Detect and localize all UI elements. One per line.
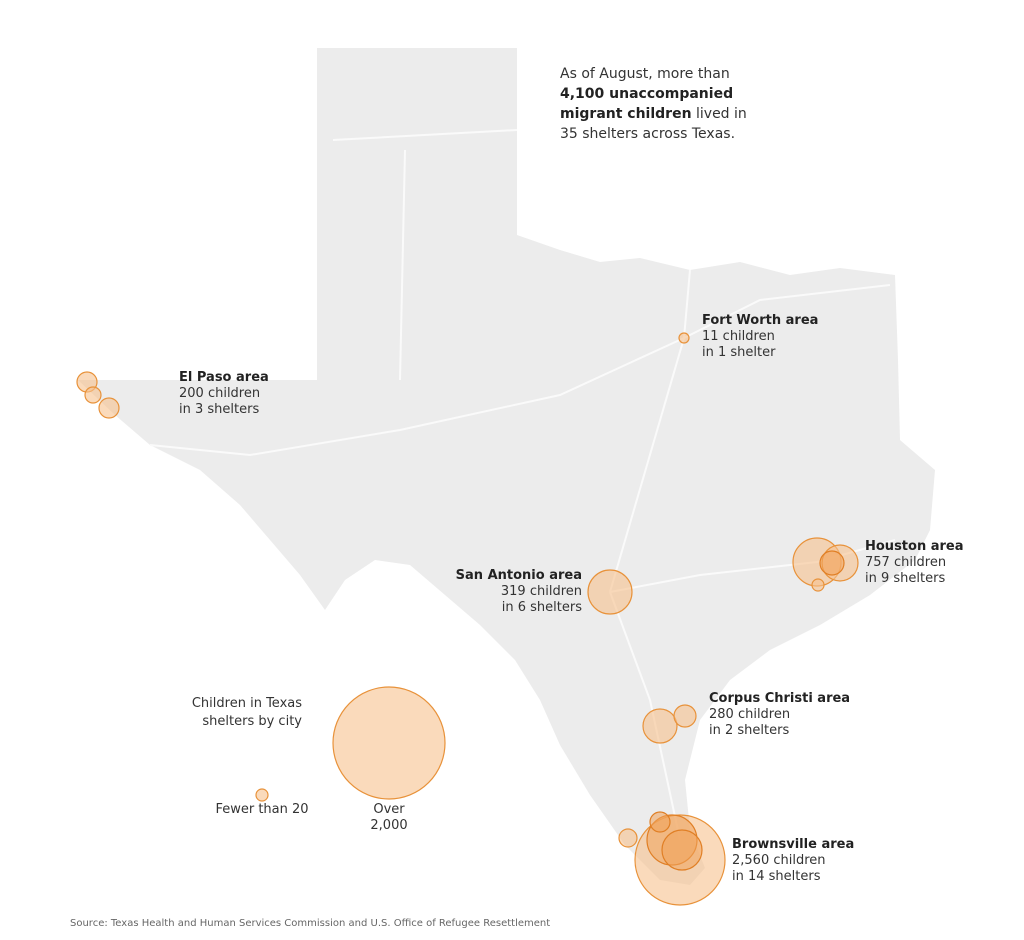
area-children: 2,560 children	[732, 853, 826, 868]
road	[149, 284, 891, 457]
area-label: El Paso area 200 children in 3 shelters	[179, 370, 269, 418]
bubble	[678, 332, 690, 344]
intro-bold: 4,100 unaccompanied migrant children	[560, 86, 734, 122]
road	[609, 591, 681, 841]
bubble	[587, 569, 633, 615]
area-name: El Paso area	[179, 370, 269, 385]
bubble	[98, 397, 120, 419]
area-shelters: in 9 shelters	[865, 571, 946, 586]
area-children: 757 children	[865, 555, 947, 570]
road	[609, 539, 896, 593]
area-name: Fort Worth area	[702, 313, 819, 328]
bubble	[642, 708, 678, 744]
intro: As of August, more than 4,100 unaccompan…	[560, 64, 760, 144]
bubble	[649, 811, 671, 833]
area-name: Brownsville area	[732, 837, 855, 852]
bubble	[819, 550, 845, 576]
area-name: San Antonio area	[455, 568, 582, 583]
area-label: Brownsville area 2,560 children in 14 shel…	[732, 837, 854, 885]
area-name: Corpus Christi area	[709, 691, 851, 706]
area-label: Fort Worth area 11 children in 1 shelter	[702, 313, 818, 361]
source: Source: Texas Health and Human Services …	[70, 918, 551, 929]
area-shelters: in 1 shelter	[702, 345, 776, 360]
area-shelters: in 6 shelters	[501, 600, 582, 615]
area-label: Corpus Christi area 280 children in 2 shel…	[709, 691, 850, 739]
area-children: 280 children	[709, 707, 791, 722]
bubble	[661, 829, 703, 871]
road	[332, 129, 518, 381]
legend-bubble	[332, 686, 446, 800]
bubbles	[76, 332, 859, 906]
area-children: 200 children	[179, 386, 261, 401]
area-label: Houston area 757 children in 9 shelters	[865, 539, 964, 587]
area-label: San Antonio area 319 children in 6 shelter…	[456, 568, 582, 616]
intro-text: As of August, more than	[560, 66, 730, 82]
bubble	[84, 386, 102, 404]
legend-small: Fewer than 20	[215, 802, 309, 817]
bubble	[618, 828, 638, 848]
legend-large: Over 2,000	[370, 802, 408, 833]
intro-text: lived in 35 shelters across Texas.	[560, 106, 747, 142]
area-shelters: in 14 shelters	[732, 869, 821, 884]
bubble	[673, 704, 697, 728]
area-shelters: in 2 shelters	[709, 723, 790, 738]
area-children: 11 children	[702, 329, 775, 344]
legend-title: Children in Texas shelters by city	[191, 696, 302, 729]
area-shelters: in 3 shelters	[179, 402, 260, 417]
area-children: 319 children	[500, 584, 582, 599]
legend-bubble	[255, 788, 269, 802]
texas-outline	[78, 48, 935, 885]
area-name: Houston area	[865, 539, 964, 554]
bubble	[811, 578, 825, 592]
